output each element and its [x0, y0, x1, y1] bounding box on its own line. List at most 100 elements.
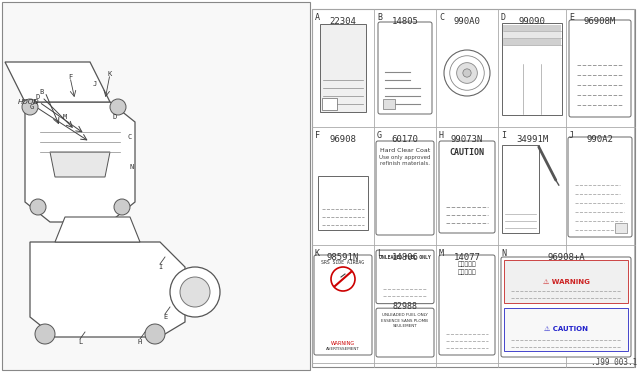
Text: G: G — [30, 104, 34, 110]
Text: D: D — [36, 94, 40, 100]
Polygon shape — [25, 102, 135, 222]
Text: HOOD: HOOD — [18, 99, 40, 105]
Bar — [504, 308, 628, 351]
Circle shape — [114, 199, 130, 215]
Text: A: A — [33, 99, 37, 105]
FancyBboxPatch shape — [439, 255, 495, 355]
Circle shape — [145, 324, 165, 344]
Text: SEULEMENT: SEULEMENT — [392, 324, 417, 328]
Polygon shape — [30, 242, 185, 337]
Text: C: C — [128, 134, 132, 140]
Text: G: G — [377, 131, 382, 140]
Text: 22304: 22304 — [330, 17, 356, 26]
Text: E: E — [569, 13, 574, 22]
Text: あけるな。: あけるな。 — [458, 269, 476, 275]
Text: A: A — [315, 13, 320, 22]
FancyBboxPatch shape — [378, 22, 432, 114]
Text: Use only approved: Use only approved — [380, 155, 431, 160]
Text: K: K — [108, 71, 112, 77]
Text: N: N — [501, 249, 506, 258]
Text: ESSENCE SANS PLOMB: ESSENCE SANS PLOMB — [381, 319, 429, 323]
Text: J: J — [93, 81, 97, 87]
Bar — [312, 9, 635, 367]
Text: I: I — [158, 264, 162, 270]
Text: 60170: 60170 — [392, 135, 419, 144]
Text: J: J — [569, 131, 574, 140]
Bar — [504, 260, 628, 303]
Text: F: F — [315, 131, 320, 140]
Text: WARNING: WARNING — [331, 341, 355, 346]
Text: B: B — [39, 89, 43, 95]
Text: Hard Clear Coat: Hard Clear Coat — [380, 148, 430, 153]
Polygon shape — [55, 217, 140, 242]
Text: M: M — [439, 249, 444, 258]
Circle shape — [444, 50, 490, 96]
Text: 99090: 99090 — [518, 17, 545, 26]
Circle shape — [30, 199, 46, 215]
Text: 14805: 14805 — [392, 17, 419, 26]
FancyBboxPatch shape — [376, 141, 434, 235]
Bar — [322, 98, 337, 110]
Bar — [318, 176, 368, 230]
FancyBboxPatch shape — [501, 257, 631, 357]
FancyBboxPatch shape — [569, 20, 631, 117]
Text: refinish materials.: refinish materials. — [380, 161, 430, 166]
Text: B: B — [377, 13, 382, 22]
Text: 動いた時。: 動いた時。 — [458, 261, 476, 267]
Circle shape — [22, 99, 38, 115]
Bar — [502, 145, 540, 233]
Circle shape — [110, 99, 126, 115]
Text: 990A2: 990A2 — [587, 135, 613, 144]
FancyBboxPatch shape — [568, 137, 632, 237]
Text: 96908: 96908 — [330, 135, 356, 144]
Text: UNLEADED FUEL ONLY: UNLEADED FUEL ONLY — [379, 255, 431, 260]
Text: D: D — [501, 13, 506, 22]
Text: SRS SIDE AIRBAG: SRS SIDE AIRBAG — [321, 260, 365, 265]
Text: 34991M: 34991M — [516, 135, 548, 144]
Circle shape — [180, 277, 210, 307]
Text: .J99 003.1: .J99 003.1 — [591, 358, 637, 367]
Text: H: H — [439, 131, 444, 140]
Text: 990A0: 990A0 — [454, 17, 481, 26]
Circle shape — [463, 69, 471, 77]
Text: C: C — [439, 13, 444, 22]
Text: 99073N: 99073N — [451, 135, 483, 144]
Circle shape — [35, 324, 55, 344]
Text: 96908M: 96908M — [584, 17, 616, 26]
Polygon shape — [5, 62, 110, 102]
Text: ⚠ CAUTION: ⚠ CAUTION — [544, 326, 588, 333]
FancyBboxPatch shape — [376, 250, 434, 304]
Text: M: M — [63, 114, 67, 120]
FancyBboxPatch shape — [314, 255, 372, 355]
Text: F: F — [68, 74, 72, 80]
Text: 96908+A: 96908+A — [547, 253, 585, 262]
Text: 98591N: 98591N — [327, 253, 359, 262]
Text: CAUTION: CAUTION — [449, 148, 484, 157]
Bar — [503, 32, 561, 38]
Text: L: L — [78, 339, 82, 345]
Text: 14077: 14077 — [454, 253, 481, 262]
Bar — [320, 24, 366, 112]
Bar — [503, 39, 561, 45]
Bar — [383, 99, 395, 109]
Text: ⚠ WARNING: ⚠ WARNING — [543, 279, 589, 285]
Text: I: I — [501, 131, 506, 140]
Text: N: N — [130, 164, 134, 170]
Text: 14806: 14806 — [392, 253, 419, 262]
Circle shape — [331, 267, 355, 291]
Text: AVERTISSEMENT: AVERTISSEMENT — [326, 347, 360, 351]
FancyBboxPatch shape — [439, 141, 495, 233]
Bar — [615, 223, 627, 233]
Text: E: E — [163, 314, 167, 320]
Bar — [502, 23, 562, 115]
Circle shape — [170, 267, 220, 317]
Text: D: D — [113, 114, 117, 120]
Circle shape — [457, 62, 477, 83]
Circle shape — [450, 56, 484, 90]
Bar — [503, 25, 561, 31]
Polygon shape — [50, 152, 110, 177]
Text: 82988: 82988 — [392, 302, 417, 311]
FancyBboxPatch shape — [376, 308, 434, 357]
Text: K: K — [315, 249, 320, 258]
Bar — [2, 2, 310, 370]
